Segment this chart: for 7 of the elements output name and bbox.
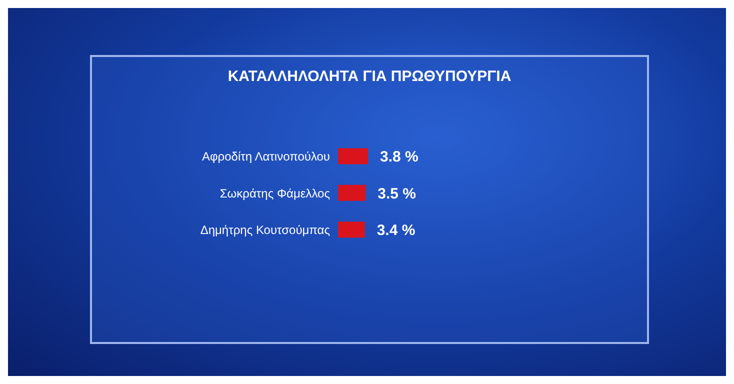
y-tick-label: Αφροδίτη Λατινοπούλου bbox=[202, 150, 330, 164]
chart-title: ΚΑΤΑΛΛΗΛΟΛΗΤΑ ΓΙΑ ΠΡΩΘΥΠΟΥΡΓΙΑ bbox=[226, 68, 512, 85]
data-label: 3.5 % bbox=[378, 185, 416, 202]
y-tick-label: Σωκράτης Φάμελλος bbox=[220, 186, 330, 200]
data-label: 3.8 % bbox=[380, 148, 418, 166]
y-tick-label: Δημήτρης Κουτσούμπας bbox=[200, 222, 330, 237]
data-label: 3.4 % bbox=[376, 222, 416, 239]
